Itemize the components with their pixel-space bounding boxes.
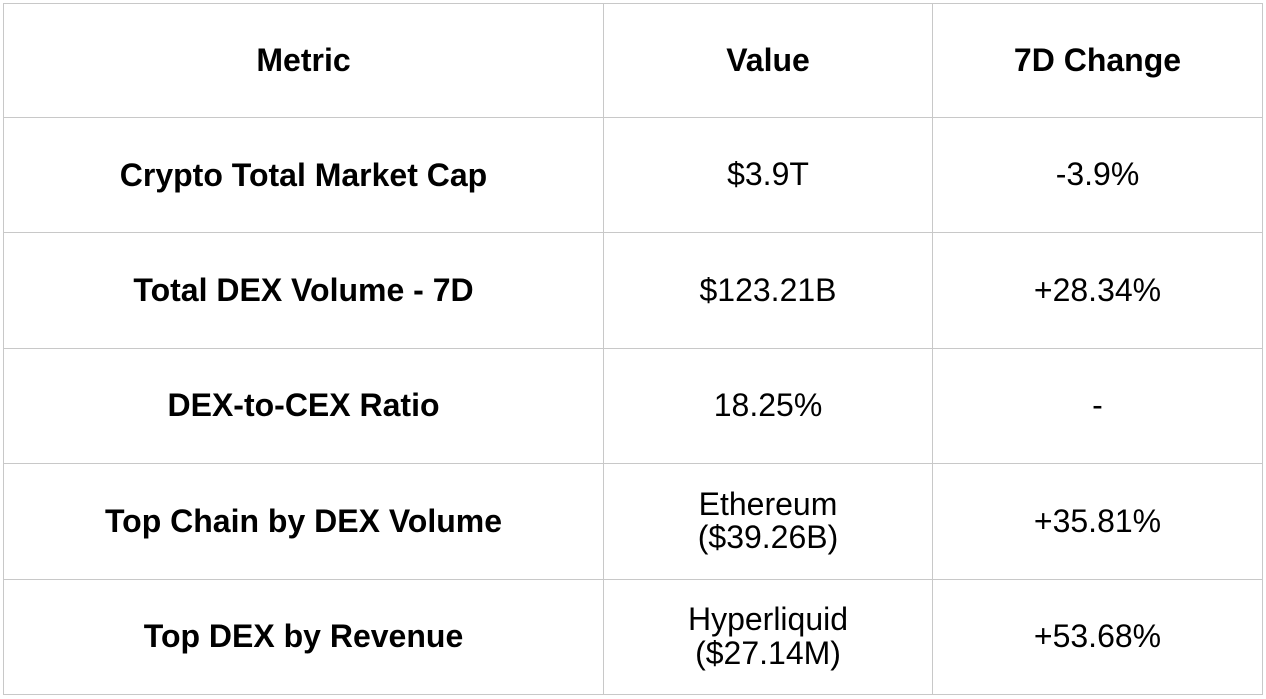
value-cell: $3.9T <box>603 116 933 234</box>
table-row: Top Chain by DEX Volume Ethereum ($39.26… <box>3 463 1263 580</box>
value-line: ($27.14M) <box>695 634 841 671</box>
table-row: DEX-to-CEX Ratio 18.25% - <box>3 347 1263 465</box>
metric-cell: Total DEX Volume - 7D <box>3 232 604 349</box>
change-cell: +53.68% <box>932 578 1263 696</box>
metrics-table: Metric Value 7D Change Crypto Total Mark… <box>3 3 1263 696</box>
value-line: Ethereum <box>698 485 838 522</box>
header-row: Metric Value 7D Change <box>3 3 1263 118</box>
change-cell: +35.81% <box>932 463 1263 580</box>
value-line: Hyperliquid <box>687 601 849 638</box>
metric-cell: Top Chain by DEX Volume <box>3 463 604 580</box>
change-cell: -3.9% <box>932 116 1263 234</box>
table-row: Crypto Total Market Cap $3.9T -3.9% <box>3 116 1263 234</box>
value-cell: 18.25% <box>603 347 933 465</box>
header-metric: Metric <box>3 3 604 118</box>
metrics-table-container: Metric Value 7D Change Crypto Total Mark… <box>3 3 1263 696</box>
value-cell: Hyperliquid ($27.14M) <box>603 578 933 696</box>
value-line: $123.21B <box>699 271 837 308</box>
header-value: Value <box>603 3 933 118</box>
table-row: Total DEX Volume - 7D $123.21B +28.34% <box>3 232 1263 349</box>
change-cell: - <box>932 347 1263 465</box>
header-7d-change: 7D Change <box>932 3 1263 118</box>
value-line: $3.9T <box>727 156 809 193</box>
metric-cell: Crypto Total Market Cap <box>3 116 604 234</box>
metric-cell: DEX-to-CEX Ratio <box>3 347 604 465</box>
metric-cell: Top DEX by Revenue <box>3 578 604 696</box>
value-line: 18.25% <box>713 387 823 424</box>
table-row: Top DEX by Revenue Hyperliquid ($27.14M)… <box>3 578 1263 696</box>
value-cell: Ethereum ($39.26B) <box>603 463 933 580</box>
value-line: ($39.26B) <box>697 519 839 556</box>
change-cell: +28.34% <box>932 232 1263 349</box>
value-cell: $123.21B <box>603 232 933 349</box>
